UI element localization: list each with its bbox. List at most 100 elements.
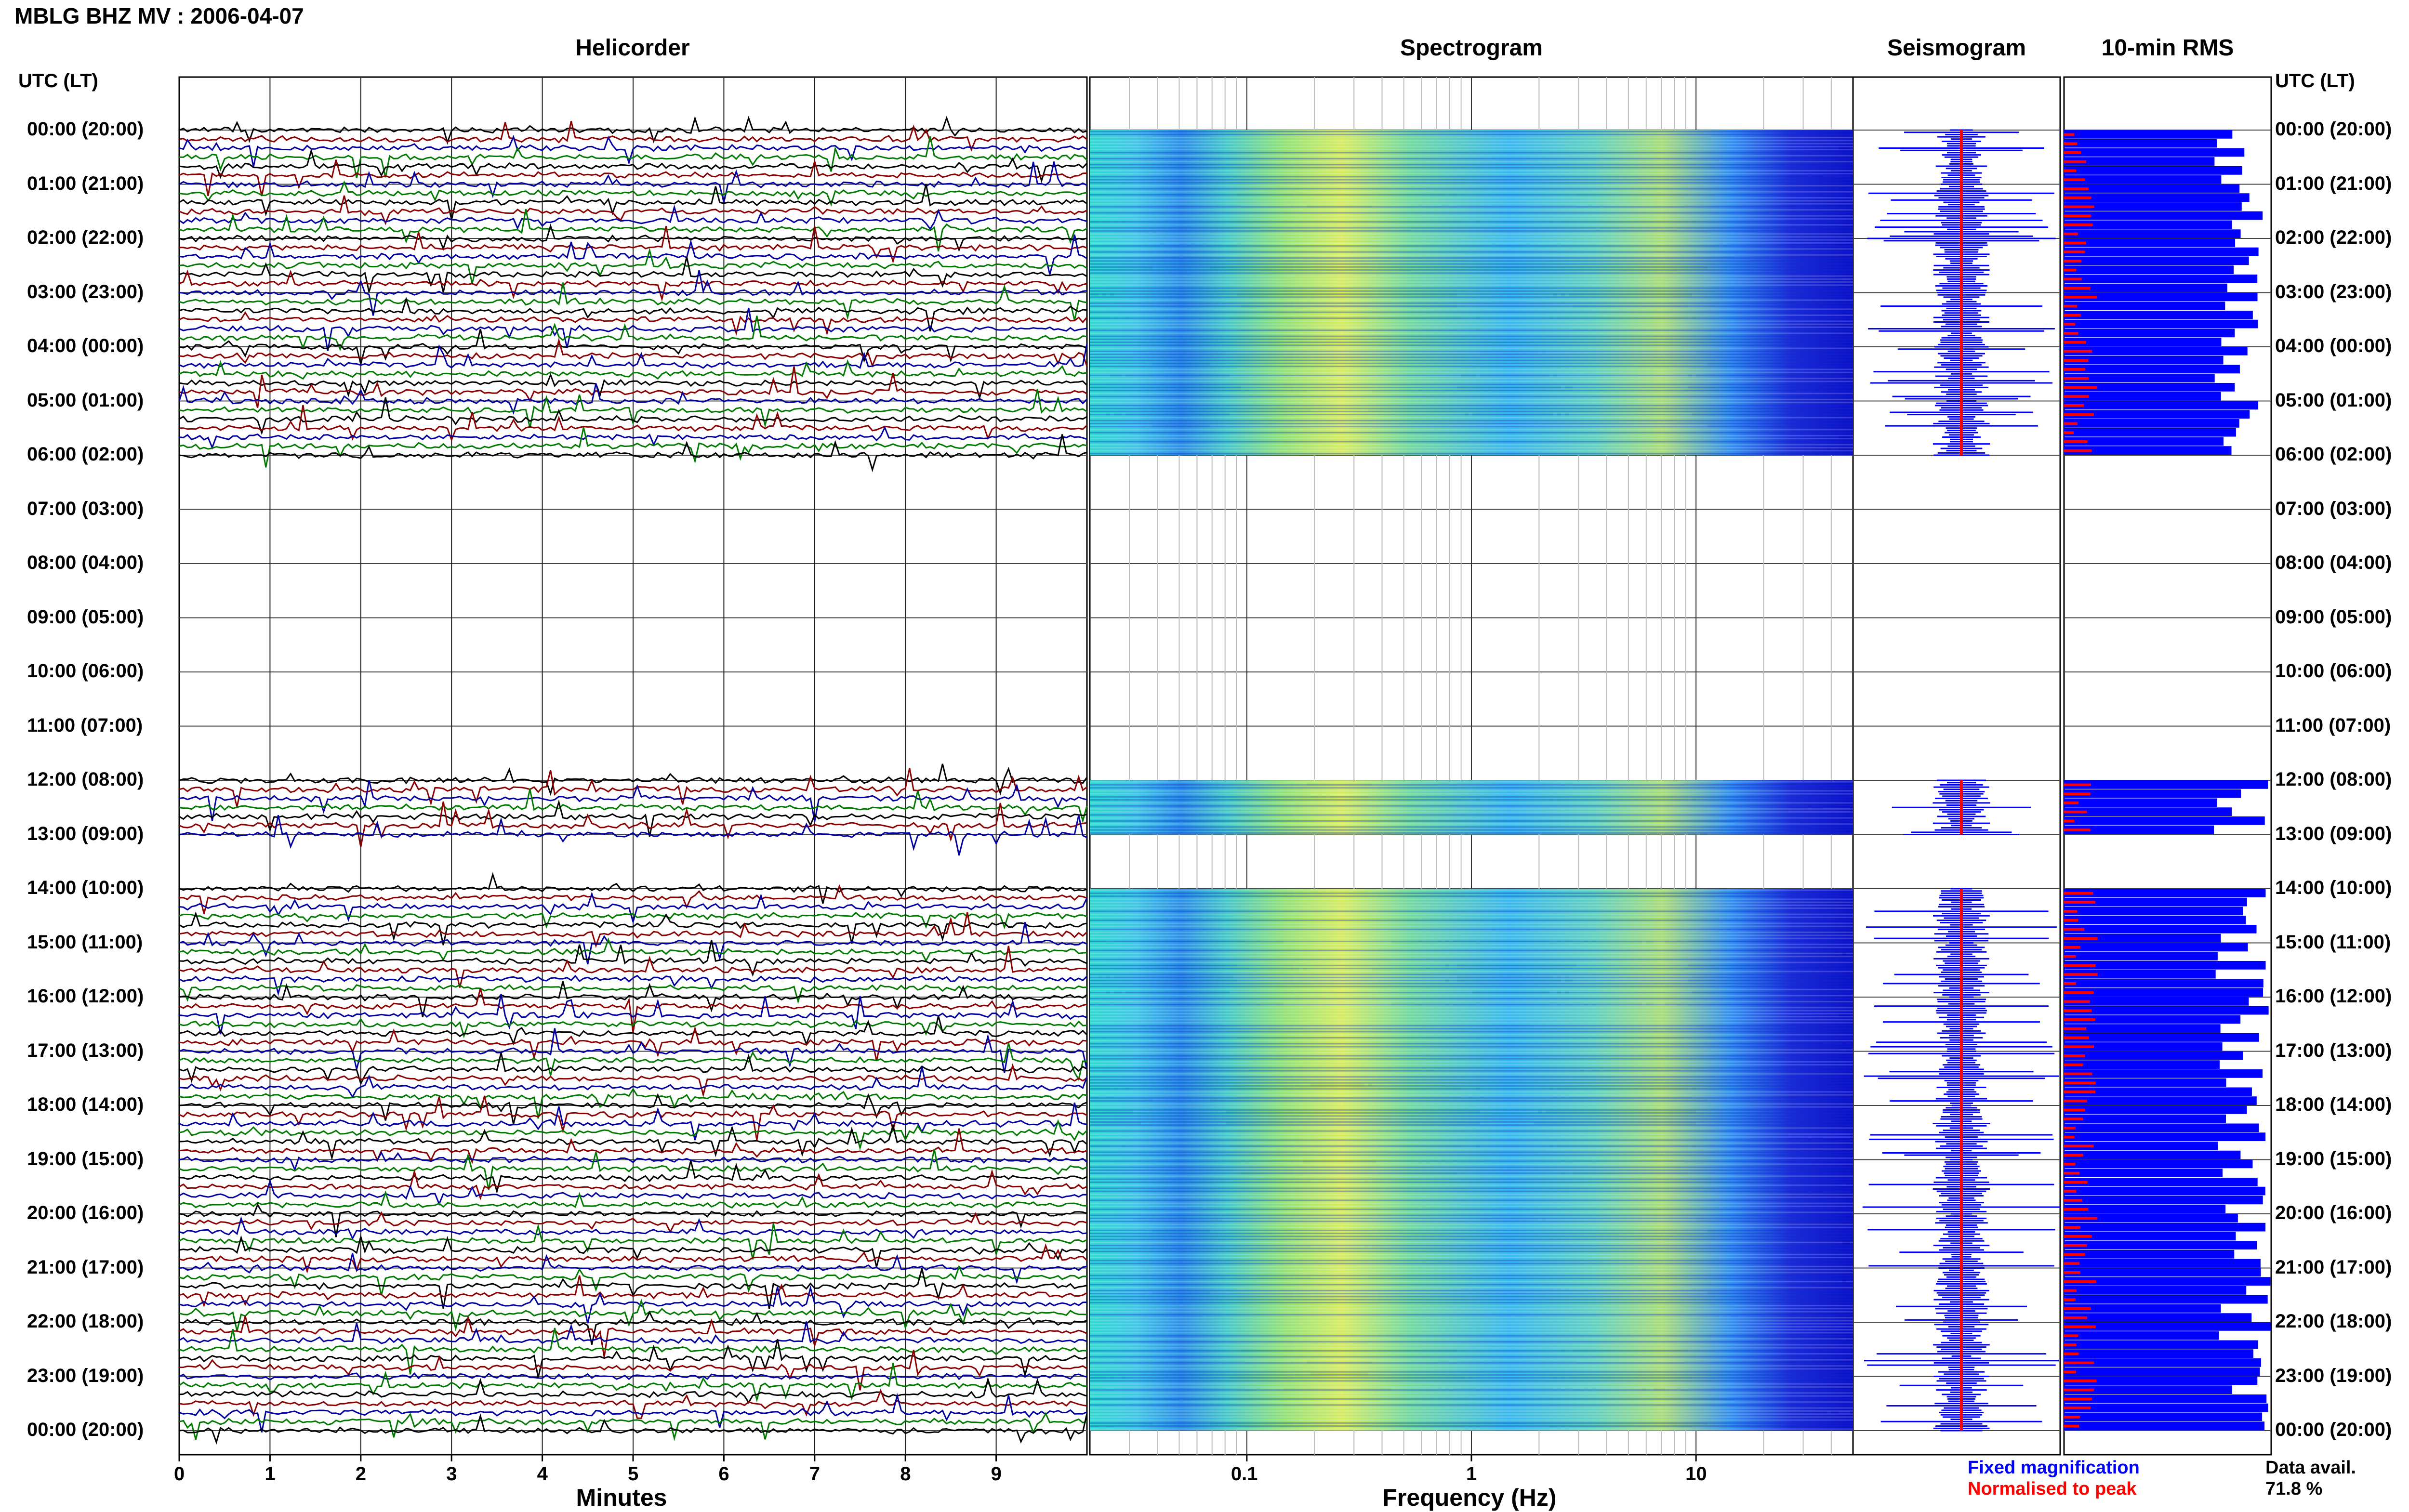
helicorder-trace-line — [179, 366, 1087, 408]
y-tick-label: 12:00 (08:00) — [27, 769, 144, 790]
rms-bar — [2064, 265, 2234, 274]
helicorder-trace-line — [178, 383, 1088, 415]
rms-bar — [2064, 1358, 2261, 1367]
rms-peak-marker — [2064, 341, 2086, 344]
helicorder-trace-line — [179, 136, 1088, 179]
y-tick-label: 14:00 (10:00) — [2275, 877, 2392, 898]
rms-bar — [2064, 1214, 2238, 1223]
rms-bar — [2064, 970, 2216, 979]
rms-bar — [2064, 798, 2218, 807]
rms-peak-marker — [2064, 802, 2079, 804]
seismogram-frame — [1852, 76, 2061, 1456]
y-tick-label: 17:00 (13:00) — [2275, 1039, 2392, 1061]
spectrogram-image — [1090, 130, 1853, 1431]
rms-peak-marker — [2064, 178, 2085, 181]
helicorder-trace-line — [179, 223, 1087, 252]
y-tick-label: 08:00 (04:00) — [2275, 552, 2392, 573]
helicorder-trace-line — [179, 974, 1088, 997]
helicorder-trace-line — [179, 425, 1087, 450]
helicorder-trace-line — [179, 1095, 1087, 1141]
rms-peak-marker — [2064, 1181, 2088, 1184]
helicorder-trace-line — [179, 1190, 1087, 1209]
rms-bar — [2064, 1421, 2265, 1430]
rms-frame — [2063, 76, 2272, 1456]
rms-peak-marker — [2064, 323, 2076, 326]
helicorder-trace-line — [179, 815, 1087, 856]
rms-bar — [2064, 1313, 2252, 1322]
y-tick-label: 12:00 (08:00) — [2275, 769, 2392, 790]
rms-bar — [2064, 338, 2222, 346]
y-tick-label: 17:00 (13:00) — [27, 1039, 144, 1061]
rms-bar — [2064, 925, 2257, 933]
rms-peak-marker — [2064, 1334, 2078, 1337]
y-tick-label: 19:00 (15:00) — [27, 1148, 144, 1170]
helicorder-trace-line — [179, 234, 1087, 275]
rms-peak-marker — [2064, 187, 2089, 190]
helicorder-x-axis-label: Minutes — [576, 1484, 667, 1511]
helicorder-trace-line — [179, 884, 1087, 914]
y-tick-label: 07:00 (03:00) — [2275, 498, 2392, 519]
helicorder-trace-line — [179, 373, 1088, 400]
rms-bar — [2064, 275, 2258, 283]
helicorder-trace-line — [179, 1052, 1087, 1086]
rms-bar — [2064, 1159, 2253, 1169]
helicorder-trace-line — [179, 1066, 1088, 1099]
helicorder-trace-line — [179, 1216, 1087, 1240]
rms-bar — [2064, 961, 2266, 970]
rms-bar — [2064, 1223, 2266, 1232]
spectrogram-panel-title: Spectrogram — [1400, 35, 1543, 61]
rms-peak-marker — [2064, 1163, 2076, 1166]
rms-bar — [2064, 916, 2246, 924]
rms-bar — [2064, 933, 2221, 943]
rms-peak-marker — [2064, 277, 2082, 281]
rms-bar — [2064, 1322, 2271, 1331]
rms-peak-marker — [2064, 1289, 2077, 1292]
rms-bar — [2064, 302, 2225, 310]
helicorder-x-tick-label: 5 — [628, 1463, 639, 1485]
rms-bar — [2064, 1286, 2247, 1295]
rms-bar — [2064, 1042, 2223, 1051]
y-tick-label: 01:00 (21:00) — [27, 172, 144, 194]
rms-peak-marker — [2064, 1416, 2080, 1419]
rms-peak-marker — [2064, 1199, 2082, 1202]
helicorder-trace-line — [179, 940, 1087, 977]
figure-title: MBLG BHZ MV : 2006-04-07 — [14, 3, 304, 28]
rms-bar — [2064, 374, 2215, 382]
rms-bar — [2064, 943, 2248, 952]
helicorder-trace-line — [179, 434, 1087, 473]
rms-bar — [2064, 1178, 2258, 1186]
helicorder-trace-line — [179, 195, 1087, 225]
helicorder-trace-line — [179, 1413, 1088, 1445]
rms-peak-marker — [2064, 1388, 2094, 1392]
y-tick-label: 03:00 (23:00) — [2275, 281, 2392, 302]
helicorder-trace-line — [179, 1151, 1087, 1172]
rms-bar — [2064, 789, 2241, 798]
rms-bar — [2064, 1096, 2257, 1105]
rms-bar — [2064, 1232, 2236, 1241]
rms-bar — [2064, 202, 2242, 211]
rms-peak-marker — [2064, 1045, 2094, 1048]
rms-bar — [2064, 1403, 2268, 1412]
helicorder-trace-line — [179, 1122, 1087, 1161]
y-tick-label: 00:00 (20:00) — [27, 1419, 144, 1440]
spectrogram-block — [1090, 889, 1853, 1431]
y-tick-label: 09:00 (05:00) — [2275, 606, 2392, 628]
y-tick-label: 00:00 (20:00) — [27, 118, 144, 140]
rms-bar — [2064, 311, 2253, 319]
rms-bar — [2064, 897, 2247, 907]
helicorder-trace-line — [179, 405, 1088, 442]
rms-bar — [2064, 1367, 2260, 1376]
helicorder-x-tick-label: 4 — [537, 1463, 548, 1485]
rms-peak-marker — [2064, 1307, 2091, 1310]
y-tick-label: 15:00 (11:00) — [27, 931, 143, 953]
helicorder-trace-line — [179, 1264, 1087, 1296]
rms-bar — [2064, 1006, 2269, 1015]
helicorder-trace-line — [179, 359, 1087, 380]
y-tick-label: 00:00 (20:00) — [2275, 118, 2392, 140]
helicorder-trace-line — [179, 780, 1087, 822]
helicorder-trace-line — [179, 1223, 1087, 1260]
helicorder-trace-line — [179, 1311, 1087, 1345]
rms-bar — [2064, 1196, 2263, 1205]
rms-peak-marker — [2064, 1009, 2092, 1012]
